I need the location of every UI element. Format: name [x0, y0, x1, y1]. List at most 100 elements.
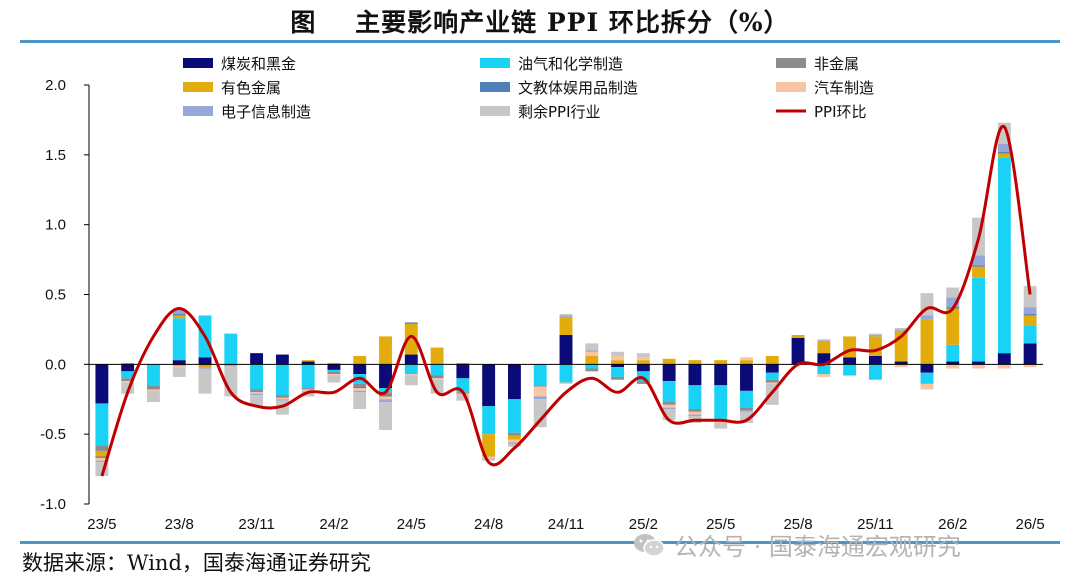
legend-swatch-auto — [776, 82, 806, 92]
bar-other-3 — [172, 367, 186, 377]
bar-coal-32 — [920, 364, 934, 373]
legend-swatch-culture — [480, 82, 510, 92]
bar-culture-36 — [1023, 314, 1037, 316]
bar-nonferrous-30 — [868, 336, 882, 356]
bar-nonferrous-19 — [585, 355, 599, 365]
bar-other-6 — [250, 395, 264, 407]
bar-coal-25 — [740, 364, 753, 391]
legend-label-electronics: 电子信息制造 — [221, 103, 311, 121]
bar-auto-26 — [765, 382, 779, 384]
bar-other-28 — [817, 339, 831, 341]
bar-nonferrous-25 — [740, 360, 753, 365]
bar-nonmetal-13 — [430, 375, 444, 379]
bar-coal-29 — [843, 357, 857, 365]
bar-nonferrous-29 — [843, 336, 857, 358]
legend-label-auto: 汽车制造 — [814, 79, 874, 97]
bar-nonferrous-23 — [688, 360, 702, 365]
bar-nonferrous-15 — [482, 434, 496, 457]
bar-oil-21 — [636, 371, 650, 382]
bar-electronics-7 — [275, 399, 289, 401]
bar-nonmetal-16 — [507, 432, 521, 436]
bar-nonmetal-1 — [121, 378, 135, 382]
bar-auto-31 — [894, 364, 908, 368]
bar-auto-9 — [327, 374, 341, 376]
bar-auto-22 — [662, 404, 676, 408]
bar-auto-33 — [946, 364, 960, 369]
bar-auto-2 — [147, 389, 160, 391]
bar-auto-6 — [250, 392, 264, 394]
bar-culture-3 — [172, 314, 186, 316]
bar-nonferrous-12 — [404, 323, 418, 355]
bar-nonferrous-10 — [353, 355, 367, 365]
bar-other-30 — [868, 333, 882, 336]
legend-label-oil: 油气和化学制造 — [518, 55, 623, 73]
bar-coal-23 — [688, 364, 702, 386]
bar-auto-20 — [611, 355, 625, 361]
bar-coal-1 — [121, 364, 135, 372]
bar-oil-9 — [327, 369, 341, 372]
legend-label-other: 剩余PPI行业 — [518, 103, 601, 121]
bar-electronics-33 — [946, 297, 960, 308]
x-tick-label: 25/11 — [857, 516, 893, 533]
y-tick-label: 0.5 — [45, 287, 66, 304]
bar-electronics-3 — [172, 309, 186, 315]
x-tick-label: 26/5 — [1016, 516, 1045, 533]
bar-auto-10 — [353, 388, 367, 391]
bar-oil-18 — [559, 364, 573, 383]
legend-label-culture: 文教体娱用品制造 — [518, 79, 638, 97]
bar-oil-2 — [147, 364, 160, 386]
bar-electronics-35 — [997, 143, 1011, 153]
bar-electronics-10 — [353, 390, 367, 393]
bar-auto-7 — [275, 397, 289, 400]
bar-oil-3 — [172, 318, 186, 361]
bar-oil-32 — [920, 372, 934, 384]
bar-oil-35 — [997, 157, 1011, 354]
bar-auto-35 — [997, 364, 1011, 369]
bar-other-2 — [147, 390, 160, 403]
bar-auto-36 — [1023, 364, 1037, 368]
wechat-icon — [634, 533, 665, 557]
bar-other-4 — [198, 368, 212, 394]
bar-auto-28 — [817, 374, 831, 377]
bar-coal-0 — [95, 364, 109, 404]
bar-electronics-4 — [198, 367, 212, 369]
bar-oil-15 — [482, 406, 496, 435]
bar-coal-18 — [559, 335, 573, 365]
bar-oil-26 — [765, 372, 779, 380]
bar-oil-29 — [843, 364, 857, 376]
bar-culture-34 — [972, 265, 985, 267]
bar-coal-34 — [972, 361, 985, 365]
bar-other-15 — [482, 457, 496, 461]
bar-coal-24 — [714, 364, 728, 386]
bar-coal-10 — [353, 364, 367, 375]
bar-coal-11 — [379, 364, 392, 389]
bar-nonferrous-0 — [95, 450, 109, 457]
bar-oil-34 — [972, 277, 985, 362]
bar-oil-17 — [533, 364, 547, 386]
bar-nonferrous-24 — [714, 360, 728, 365]
bar-electronics-32 — [920, 315, 934, 320]
bar-electronics-1 — [121, 362, 135, 365]
y-tick-label: -1.0 — [40, 496, 66, 513]
ppi-line — [100, 125, 1032, 477]
bar-nonferrous-27 — [791, 335, 805, 338]
y-tick-label: 1.5 — [45, 147, 66, 164]
x-tick-label: 25/8 — [783, 516, 812, 533]
bar-coal-12 — [404, 354, 418, 365]
bar-nonmetal-21 — [636, 381, 650, 384]
bar-other-14 — [456, 395, 470, 401]
x-tick-label: 24/11 — [548, 516, 584, 533]
bar-auto-25 — [740, 357, 753, 361]
bar-nonmetal-20 — [611, 376, 625, 380]
bar-electronics-0 — [95, 460, 109, 463]
bar-nonmetal-26 — [765, 379, 779, 383]
bar-nonferrous-32 — [920, 319, 934, 365]
bar-other-10 — [353, 392, 367, 410]
x-tick-label: 24/5 — [397, 516, 426, 533]
bar-coal-28 — [817, 353, 831, 365]
bar-oil-28 — [817, 364, 831, 375]
legend-swatch-coal — [183, 58, 213, 68]
x-tick-label: 23/8 — [165, 516, 194, 533]
bar-electronics-6 — [250, 393, 264, 396]
bar-auto-8 — [301, 389, 315, 391]
